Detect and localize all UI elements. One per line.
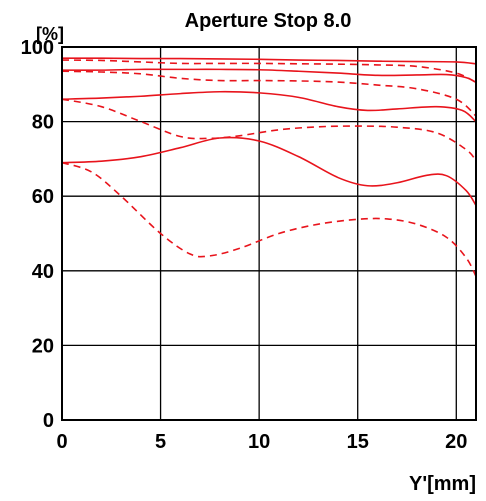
chart-title: Aperture Stop 8.0	[185, 10, 352, 32]
y-tick-label: 40	[32, 261, 54, 283]
solid-series-line-3	[61, 68, 477, 84]
y-tick-label: 20	[32, 335, 54, 357]
plot-frame	[61, 46, 477, 421]
series-lines	[61, 57, 477, 277]
y-tick-label: 60	[32, 186, 54, 208]
y-axis-label: [%]	[36, 24, 64, 44]
dashed-series-line-2	[61, 59, 477, 84]
solid-series-line-5	[61, 90, 477, 123]
x-tick-label: 0	[56, 431, 67, 453]
grid-lines	[61, 46, 476, 421]
x-tick-label: 20	[445, 431, 467, 453]
x-tick-label: 15	[347, 431, 369, 453]
solid-series-line-1	[61, 57, 477, 65]
tick-labels: 0 5 10 15 20 0 20 40 60 80 100	[21, 37, 468, 453]
x-axis-label: Y'[mm]	[409, 473, 476, 495]
dashed-series-line-8	[61, 161, 477, 277]
dashed-series-line-4	[61, 70, 477, 117]
x-tick-label: 10	[248, 431, 270, 453]
y-tick-label: 0	[43, 410, 54, 432]
x-tick-label: 5	[155, 431, 166, 453]
y-tick-label: 80	[32, 112, 54, 134]
solid-series-line-7	[61, 136, 477, 206]
y-tick-label: 100	[21, 37, 54, 59]
